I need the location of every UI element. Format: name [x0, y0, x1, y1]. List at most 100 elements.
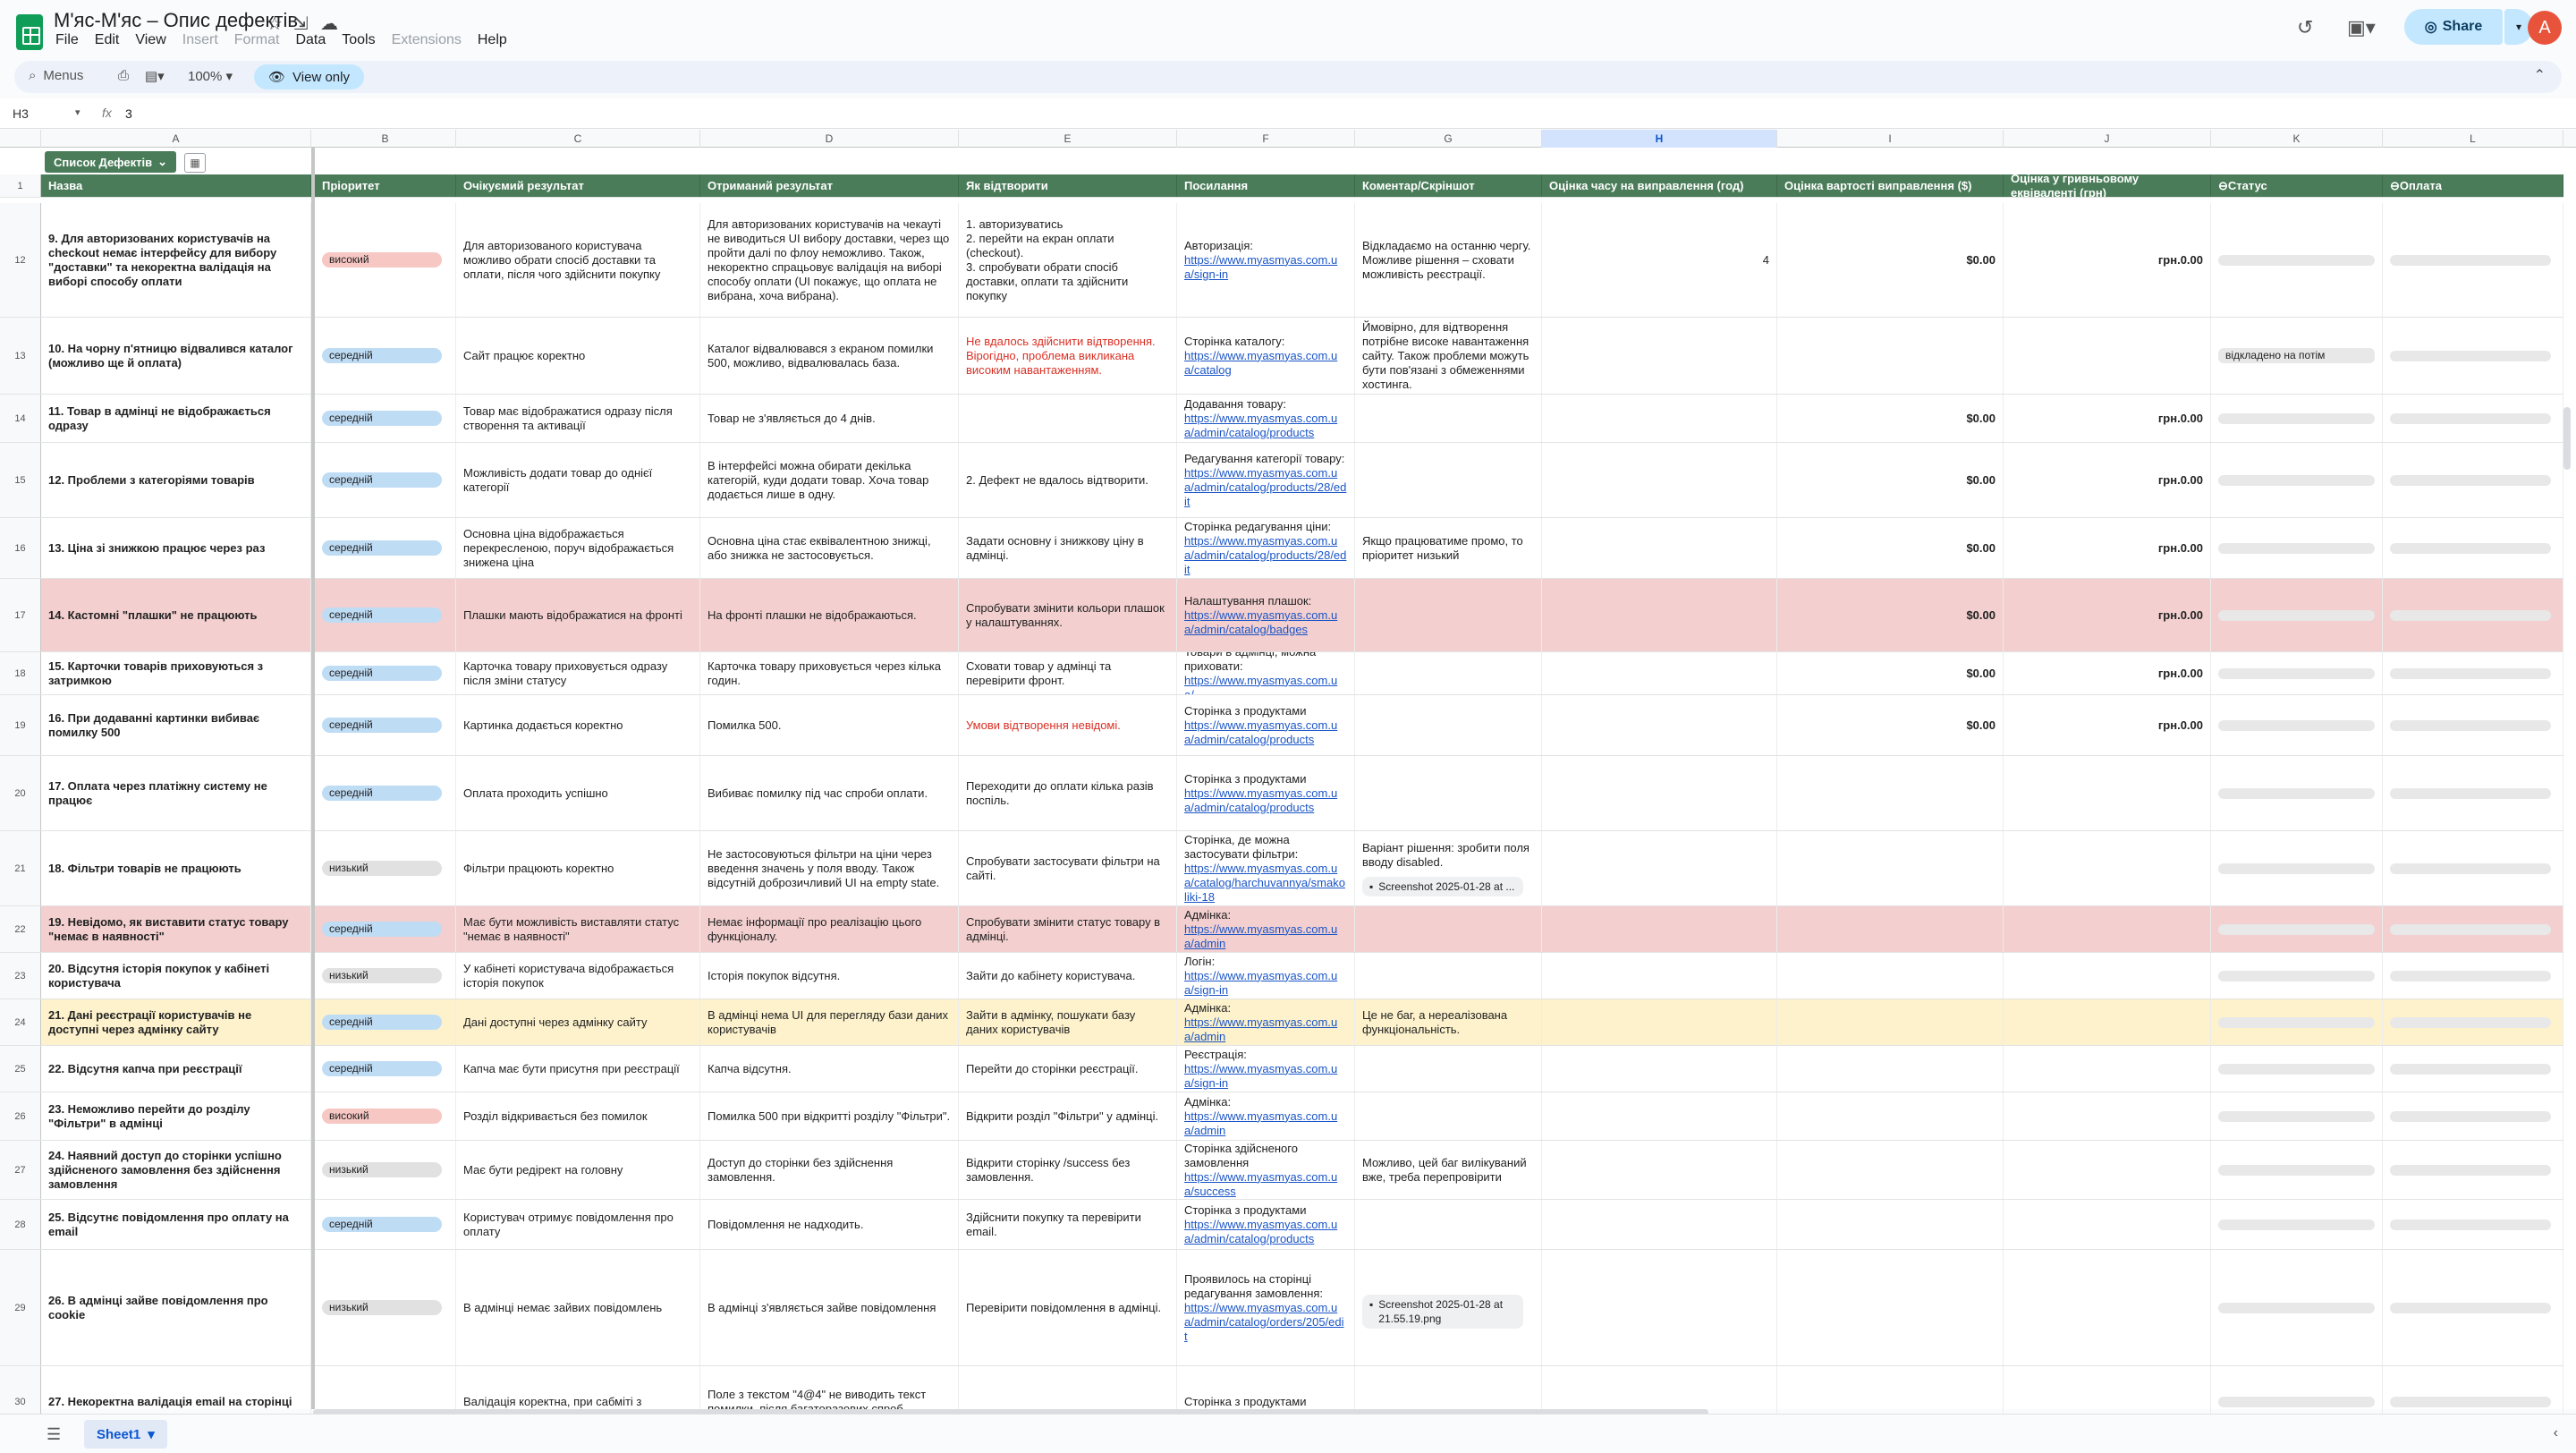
- cell-e[interactable]: Спробувати змінити кольори плашок у нала…: [959, 579, 1177, 651]
- status-chip[interactable]: [2218, 1110, 2375, 1122]
- header-cell-i[interactable]: Оцінка вартості виправлення ($): [1777, 174, 2004, 197]
- cell-d[interactable]: Основна ціна стає еквівалентною знижці, …: [700, 518, 959, 578]
- cell-a[interactable]: 16. При додаванні картинки вибиває помил…: [41, 695, 311, 755]
- cell-l[interactable]: [2383, 652, 2563, 694]
- cell-h[interactable]: [1542, 1366, 1777, 1437]
- cell-j[interactable]: [2004, 756, 2211, 830]
- cell-a[interactable]: 9. Для авторизованих користувачів на che…: [41, 203, 311, 317]
- link-url[interactable]: https://www.myasmyas.com.ua/admin/catalo…: [1184, 1300, 1344, 1343]
- cell-g[interactable]: Варіант рішення: зробити поля вводу disa…: [1355, 831, 1542, 905]
- cell-b[interactable]: середній: [315, 652, 456, 694]
- cell-j[interactable]: [2004, 1250, 2211, 1365]
- cell-j[interactable]: грн.0.00: [2004, 579, 2211, 651]
- cell-k[interactable]: [2211, 695, 2383, 755]
- cell-b[interactable]: середній: [315, 1046, 456, 1092]
- cell-k[interactable]: [2211, 1092, 2383, 1140]
- cell-a[interactable]: 17. Оплата через платіжну систему не пра…: [41, 756, 311, 830]
- row-number[interactable]: 16: [0, 518, 41, 578]
- cell-b[interactable]: середній: [315, 318, 456, 394]
- cell-b[interactable]: середній: [315, 518, 456, 578]
- cell-f[interactable]: Товари в адмінці, можна приховати:https:…: [1177, 652, 1355, 694]
- cell-h[interactable]: [1542, 1141, 1777, 1199]
- cell-l[interactable]: [2383, 831, 2563, 905]
- cell-j[interactable]: [2004, 1141, 2211, 1199]
- payment-chip[interactable]: [2390, 542, 2551, 554]
- priority-chip[interactable]: середній: [322, 411, 442, 426]
- cell-f[interactable]: Додавання товару: https://www.myasmyas.co…: [1177, 395, 1355, 442]
- status-chip[interactable]: [2218, 609, 2375, 621]
- cell-l[interactable]: [2383, 999, 2563, 1045]
- cell-c[interactable]: Фільтри працюють коректно: [456, 831, 700, 905]
- menu-item-edit[interactable]: Edit: [94, 32, 120, 47]
- link-url[interactable]: https://www.myasmyas.com.ua/admin: [1184, 1109, 1338, 1137]
- share-button[interactable]: ◎ Share: [2404, 9, 2503, 45]
- cell-k[interactable]: [2211, 756, 2383, 830]
- payment-chip[interactable]: [2390, 1063, 2551, 1075]
- cell-l[interactable]: [2383, 1366, 2563, 1437]
- menu-item-tools[interactable]: Tools: [342, 32, 376, 47]
- cell-k[interactable]: [2211, 1141, 2383, 1199]
- all-sheets-icon[interactable]: ☰: [47, 1425, 62, 1443]
- status-chip[interactable]: [2218, 254, 2375, 266]
- cell-c[interactable]: Плашки мають відображатися на фронті: [456, 579, 700, 651]
- cell-d[interactable]: Для авторизованих користувачів на чекаут…: [700, 203, 959, 317]
- cell-a[interactable]: 24. Наявний доступ до сторінки успішно з…: [41, 1141, 311, 1199]
- cell-e[interactable]: Перевірити повідомлення в адмінці.: [959, 1250, 1177, 1365]
- column-header-a[interactable]: A: [41, 130, 311, 148]
- cell-f[interactable]: Адмінка: https://www.myasmyas.com.ua/admi…: [1177, 1092, 1355, 1140]
- row-number[interactable]: 23: [0, 953, 41, 998]
- cell-c[interactable]: Має бути можливість виставляти статус "н…: [456, 906, 700, 952]
- priority-chip[interactable]: низький: [322, 968, 442, 983]
- cell-a[interactable]: 27. Некоректна валідація email на сторін…: [41, 1366, 311, 1437]
- cell-b[interactable]: низький: [315, 831, 456, 905]
- cell-l[interactable]: [2383, 906, 2563, 952]
- cell-g[interactable]: [1355, 695, 1542, 755]
- cell-k[interactable]: [2211, 395, 2383, 442]
- menu-item-view[interactable]: View: [135, 32, 166, 47]
- row-number[interactable]: 27: [0, 1141, 41, 1199]
- priority-chip[interactable]: середній: [322, 608, 442, 623]
- header-cell-c[interactable]: Очікуємий результат: [456, 174, 700, 197]
- cell-k[interactable]: [2211, 1200, 2383, 1249]
- cell-d[interactable]: Не застосовуються фільтри на ціни через …: [700, 831, 959, 905]
- cell-d[interactable]: Товар не з'являється до 4 днів.: [700, 395, 959, 442]
- cell-a[interactable]: 25. Відсутнє повідомлення про оплату на …: [41, 1200, 311, 1249]
- cell-e[interactable]: 2. Дефект не вдалось відтворити.: [959, 443, 1177, 517]
- select-all-corner[interactable]: [0, 130, 41, 148]
- cell-f[interactable]: Авторизація: https://www.myasmyas.com.ua/…: [1177, 203, 1355, 317]
- cell-d[interactable]: В адмінці з'являється зайве повідомлення: [700, 1250, 959, 1365]
- cell-a[interactable]: 22. Відсутня капча при реєстрації: [41, 1046, 311, 1092]
- status-chip[interactable]: [2218, 1016, 2375, 1028]
- formula-value[interactable]: 3: [125, 106, 132, 121]
- cell-e[interactable]: Перейти до сторінки реєстрації.: [959, 1046, 1177, 1092]
- cell-g[interactable]: [1355, 1366, 1542, 1437]
- cell-d[interactable]: Вибиває помилку під час спроби оплати.: [700, 756, 959, 830]
- menu-item-file[interactable]: File: [55, 32, 79, 47]
- cell-f[interactable]: Сторінка з продуктами https://www.myasmya…: [1177, 756, 1355, 830]
- cell-c[interactable]: Оплата проходить успішно: [456, 756, 700, 830]
- header-cell-h[interactable]: Оцінка часу на виправлення (год): [1542, 174, 1777, 197]
- cell-a[interactable]: 10. На чорну п'ятницю відвалився каталог…: [41, 318, 311, 394]
- row-number[interactable]: 21: [0, 831, 41, 905]
- priority-chip[interactable]: середній: [322, 348, 442, 363]
- move-icon[interactable]: ⇲: [293, 14, 309, 34]
- cell-e[interactable]: Зайти до кабінету користувача.: [959, 953, 1177, 998]
- column-header-e[interactable]: E: [959, 130, 1177, 148]
- cell-h[interactable]: [1542, 953, 1777, 998]
- cell-l[interactable]: [2383, 1141, 2563, 1199]
- format-icon[interactable]: ▤▾: [145, 69, 165, 84]
- cell-f[interactable]: Сторінка каталогу: https://www.myasmyas.c…: [1177, 318, 1355, 394]
- priority-chip[interactable]: низький: [322, 1162, 442, 1177]
- cell-j[interactable]: [2004, 1046, 2211, 1092]
- cell-h[interactable]: [1542, 652, 1777, 694]
- row-number[interactable]: 26: [0, 1092, 41, 1140]
- priority-chip[interactable]: низький: [322, 861, 442, 876]
- payment-chip[interactable]: [2390, 254, 2551, 266]
- priority-chip[interactable]: середній: [322, 1217, 442, 1232]
- cell-i[interactable]: [1777, 906, 2004, 952]
- link-url[interactable]: https://www.myasmyas.com.ua/sign-in: [1184, 1061, 1338, 1090]
- cell-h[interactable]: [1542, 395, 1777, 442]
- link-url[interactable]: https://www.myasmyas.com.ua/: [1184, 673, 1338, 695]
- cell-k[interactable]: [2211, 1250, 2383, 1365]
- cloud-status-icon[interactable]: ☁: [320, 14, 338, 34]
